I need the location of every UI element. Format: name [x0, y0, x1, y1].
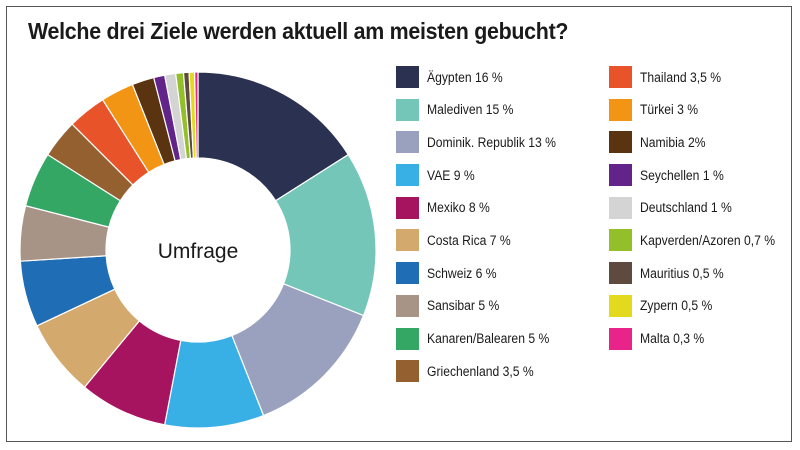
- legend-swatch: [609, 294, 632, 317]
- donut-chart: Umfrage: [20, 71, 377, 429]
- legend-label: Zypern 0,5 %: [640, 298, 713, 314]
- legend-label: Seychellen 1 %: [640, 167, 724, 183]
- legend-item: Sansibar 5 %: [396, 294, 570, 317]
- legend-swatch: [609, 164, 632, 187]
- legend-label: Malediven 15 %: [427, 102, 514, 118]
- legend-item: Thailand 3,5 %: [609, 66, 790, 88]
- legend-swatch: [396, 98, 419, 121]
- legend-label: Malta 0,3 %: [640, 331, 705, 346]
- legend-item: Deutschland 1 %: [609, 196, 790, 219]
- legend-item: Griechenland 3,5 %: [396, 360, 570, 383]
- legend-label: Deutschland 1 %: [640, 200, 732, 216]
- legend-label: Türkei 3 %: [640, 102, 699, 118]
- legend-swatch: [396, 66, 419, 88]
- legend-swatch: [609, 262, 632, 285]
- legend-item: Mauritius 0,5 %: [609, 262, 790, 285]
- legend-item: Zypern 0,5 %: [609, 294, 790, 317]
- legend-label: Ägypten 16 %: [427, 69, 503, 85]
- legend-label: Schweiz 6 %: [427, 265, 497, 281]
- legend-swatch: [609, 327, 632, 350]
- legend-label: VAE 9 %: [427, 167, 475, 183]
- legend-swatch: [609, 131, 632, 154]
- legend-label: Mexiko 8 %: [427, 200, 490, 216]
- legend-label: Griechenland 3,5 %: [427, 363, 534, 379]
- donut-slice-1: [274, 153, 377, 317]
- legend-swatch: [609, 229, 632, 252]
- legend-item: Malta 0,3 %: [609, 327, 790, 350]
- legend-label: Thailand 3,5 %: [640, 69, 722, 85]
- center-label: Umfrage: [158, 240, 239, 263]
- legend-label: Mauritius 0,5 %: [640, 265, 724, 281]
- legend-swatch: [396, 294, 419, 317]
- donut-slice-0: [197, 71, 350, 202]
- legend-column-right: Thailand 3,5 % Türkei 3 % Namibia 2% Seyche…: [609, 66, 790, 360]
- legend-swatch: [396, 164, 419, 187]
- legend-item: Schweiz 6 %: [396, 262, 570, 285]
- legend-label: Kanaren/Balearen 5 %: [427, 331, 550, 346]
- donut-slices: [20, 71, 377, 429]
- legend-item: Dominik. Republik 13 %: [396, 131, 570, 154]
- legend-swatch: [609, 98, 632, 121]
- donut-slice-18: [194, 71, 199, 159]
- legend-item: Ägypten 16 %: [396, 66, 570, 88]
- legend-swatch: [396, 360, 419, 383]
- legend-item: Costa Rica 7 %: [396, 229, 570, 252]
- legend-item: Malediven 15 %: [396, 98, 570, 121]
- legend-column-left: Ägypten 16 % Malediven 15 % Dominik. Repub…: [396, 66, 570, 393]
- legend-swatch: [396, 229, 419, 252]
- legend-item: Kapverden/Azoren 0,7 %: [609, 229, 790, 252]
- legend-item: Mexiko 8 %: [396, 196, 570, 219]
- legend-label: Sansibar 5 %: [427, 298, 500, 314]
- legend-item: Türkei 3 %: [609, 98, 790, 121]
- legend-label: Costa Rica 7 %: [427, 232, 511, 248]
- legend-item: Seychellen 1 %: [609, 164, 790, 187]
- legend-swatch: [609, 66, 632, 88]
- legend-swatch: [396, 196, 419, 219]
- legend-item: Kanaren/Balearen 5 %: [396, 327, 570, 350]
- legend-swatch: [396, 262, 419, 285]
- chart-title: Welche drei Ziele werden aktuell am meis…: [28, 18, 569, 44]
- legend-swatch: [609, 196, 632, 219]
- legend-item: Namibia 2%: [609, 131, 790, 154]
- legend-item: VAE 9 %: [396, 164, 570, 187]
- legend-label: Namibia 2%: [640, 134, 706, 150]
- legend-swatch: [396, 131, 419, 154]
- legend-label: Dominik. Republik 13 %: [427, 134, 556, 150]
- legend-label: Kapverden/Azoren 0,7 %: [640, 232, 776, 248]
- legend-swatch: [396, 327, 419, 350]
